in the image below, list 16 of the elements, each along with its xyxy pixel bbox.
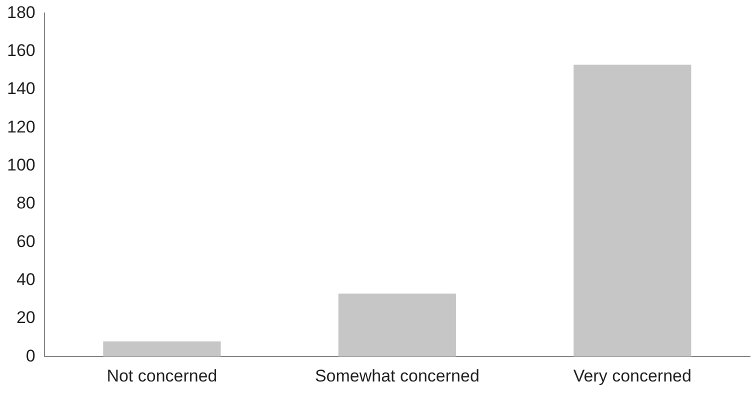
y-tick-label: 120 (6, 117, 36, 136)
x-tick-label: Not concerned (106, 366, 218, 386)
y-tick-label: 40 (16, 270, 36, 289)
x-tick-label: Somewhat concerned (314, 366, 480, 386)
y-tick-label: 160 (6, 41, 36, 60)
bar (338, 294, 456, 357)
y-tick-label: 100 (6, 156, 36, 175)
y-tick-label: 20 (16, 308, 36, 328)
y-tick-label: 60 (16, 232, 36, 251)
x-tick-label: Very concerned (573, 366, 692, 386)
y-tick-label: 180 (6, 2, 36, 22)
bar (574, 64, 692, 357)
bar (103, 341, 221, 357)
y-tick-label: 140 (6, 79, 36, 98)
y-tick-label: 80 (16, 194, 36, 213)
y-tick-label: 0 (26, 346, 36, 366)
